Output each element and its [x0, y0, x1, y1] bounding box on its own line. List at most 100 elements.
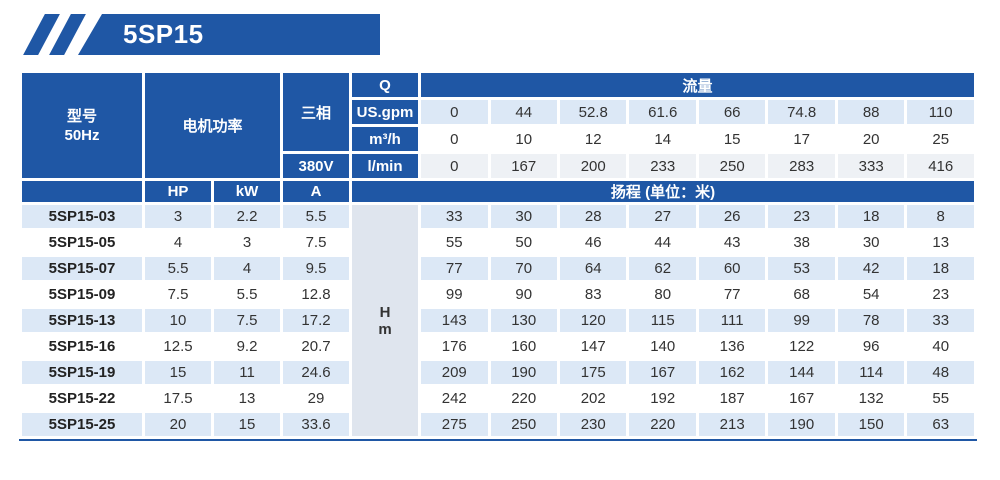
flow-value-cell: 61.6	[629, 100, 696, 124]
head-value-cell: 213	[698, 413, 766, 436]
head-value-cell: 28	[559, 205, 627, 228]
head-value-cell: 18	[837, 205, 905, 228]
head-value-cell: 99	[421, 283, 488, 306]
head-value-cell: 187	[698, 387, 766, 410]
head-value-cell: 90	[490, 283, 557, 306]
model-cell: 5SP15-07	[22, 257, 142, 280]
amp-cell: 17.2	[283, 309, 350, 332]
flow-value-cell: 88	[837, 100, 905, 124]
head-value-cell: 78	[837, 309, 905, 332]
head-value-cell: 62	[629, 257, 696, 280]
flow-value-cell: 167	[490, 154, 557, 178]
head-value-cell: 136	[698, 335, 766, 358]
flow-value-cell: 52.8	[559, 100, 627, 124]
head-value-cell: 80	[629, 283, 696, 306]
flow-value-cell: 10	[490, 127, 557, 151]
head-symbol: H	[379, 303, 391, 321]
flow-value-cell: 200	[559, 154, 627, 178]
head-value-cell: 33	[907, 309, 974, 332]
spec-table: 型号 50Hz 电机功率 三相 Q 流量 US.gpm 0 44 52.8 61…	[19, 70, 977, 439]
banner-body: 5SP15	[78, 14, 380, 55]
head-value-cell: 60	[698, 257, 766, 280]
head-value-cell: 50	[490, 231, 557, 254]
page: 5SP15 型号 50Hz 电机功率 三相 Q 流量 US.gpm 0 4	[0, 14, 1000, 441]
flow-value-cell: 0	[421, 127, 488, 151]
table-bottom-rule	[19, 439, 977, 441]
head-value-cell: 68	[768, 283, 835, 306]
kw-cell: 2.2	[214, 205, 281, 228]
flow-value-cell: 0	[421, 154, 488, 178]
head-value-cell: 30	[490, 205, 557, 228]
hp-header: HP	[145, 181, 211, 202]
amp-cell: 29	[283, 387, 350, 410]
amp-cell: 20.7	[283, 335, 350, 358]
head-value-cell: 176	[421, 335, 488, 358]
flow-unit-usgpm: US.gpm	[352, 100, 419, 124]
amp-cell: 12.8	[283, 283, 350, 306]
frequency-label: 50Hz	[64, 126, 100, 144]
head-value-cell: 250	[490, 413, 557, 436]
head-value-cell: 167	[768, 387, 835, 410]
head-header: 扬程 (单位：米)	[352, 181, 974, 202]
hp-cell: 10	[145, 309, 211, 332]
head-value-cell: 46	[559, 231, 627, 254]
flow-value-cell: 14	[629, 127, 696, 151]
head-value-cell: 44	[629, 231, 696, 254]
amp-cell: 5.5	[283, 205, 350, 228]
head-value-cell: 242	[421, 387, 488, 410]
kw-cell: 4	[214, 257, 281, 280]
flow-value-cell: 66	[698, 100, 766, 124]
head-value-cell: 23	[768, 205, 835, 228]
table-row: 5SP15-22 17.5 13 29 242 220 202 192 187 167 132 55	[22, 387, 974, 410]
model-cell: 5SP15-25	[22, 413, 142, 436]
flow-value-cell: 25	[907, 127, 974, 151]
head-value-cell: 26	[698, 205, 766, 228]
head-value-cell: 55	[907, 387, 974, 410]
head-value-cell: 130	[490, 309, 557, 332]
hp-cell: 3	[145, 205, 211, 228]
kw-cell: 3	[214, 231, 281, 254]
header-row-q: 型号 50Hz 电机功率 三相 Q 流量	[22, 73, 974, 178]
head-value-cell: 38	[768, 231, 835, 254]
flow-value-cell: 333	[837, 154, 905, 178]
table-row: 5SP15-25 20 15 33.6 275 250 230 220 213 190 150 63	[22, 413, 974, 436]
hp-cell: 4	[145, 231, 211, 254]
head-value-cell: 175	[559, 361, 627, 384]
product-title: 5SP15	[123, 19, 204, 49]
voltage-header: 380V	[283, 154, 350, 178]
table-row: 5SP15-13 10 7.5 17.2 143 130 120 115 111 99 78 33	[22, 309, 974, 332]
phase-header: 三相	[283, 73, 350, 151]
hp-cell: 12.5	[145, 335, 211, 358]
amp-cell: 24.6	[283, 361, 350, 384]
head-value-cell: 64	[559, 257, 627, 280]
head-value-cell: 83	[559, 283, 627, 306]
head-value-cell: 140	[629, 335, 696, 358]
empty-corner-cell	[22, 181, 142, 202]
model-cell: 5SP15-16	[22, 335, 142, 358]
amp-header: A	[283, 181, 350, 202]
head-value-cell: 30	[837, 231, 905, 254]
head-value-cell: 120	[559, 309, 627, 332]
motor-power-header: 电机功率	[145, 73, 281, 178]
hp-cell: 20	[145, 413, 211, 436]
head-value-cell: 70	[490, 257, 557, 280]
header-row-units: HP kW A 扬程 (单位：米)	[22, 181, 974, 202]
model-cell: 5SP15-13	[22, 309, 142, 332]
head-value-cell: 48	[907, 361, 974, 384]
table-row: 5SP15-09 7.5 5.5 12.8 99 90 83 80 77 68 54 23	[22, 283, 974, 306]
head-value-cell: 114	[837, 361, 905, 384]
model-cell: 5SP15-03	[22, 205, 142, 228]
head-value-cell: 150	[837, 413, 905, 436]
kw-header: kW	[214, 181, 281, 202]
head-value-cell: 220	[629, 413, 696, 436]
flow-header: 流量	[421, 73, 974, 97]
header-row-m3h: m³/h 0 10 12 14 15 17 20 25	[22, 127, 974, 151]
amp-cell: 7.5	[283, 231, 350, 254]
flow-value-cell: 74.8	[768, 100, 835, 124]
flow-value-cell: 12	[559, 127, 627, 151]
head-value-cell: 230	[559, 413, 627, 436]
kw-cell: 9.2	[214, 335, 281, 358]
amp-cell: 9.5	[283, 257, 350, 280]
head-value-cell: 99	[768, 309, 835, 332]
